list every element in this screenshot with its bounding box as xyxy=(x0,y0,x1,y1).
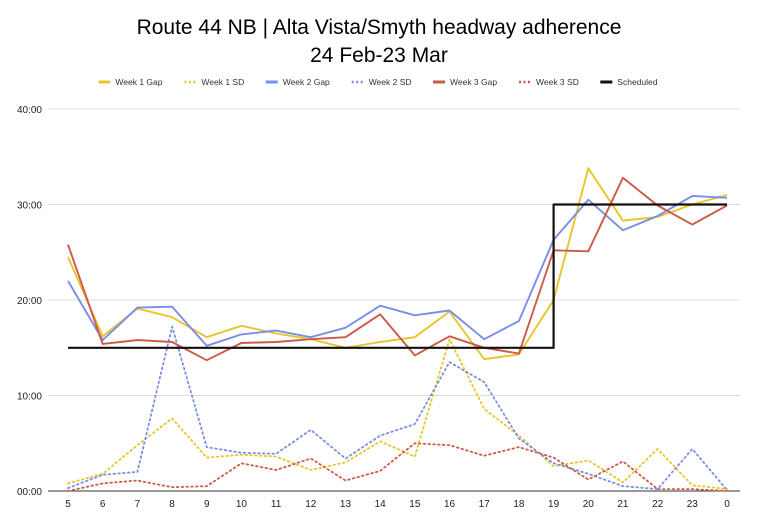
x-tick-label: 10 xyxy=(236,499,248,510)
series-line-5 xyxy=(67,442,728,492)
x-tick-label: 7 xyxy=(135,499,141,510)
series-line-0 xyxy=(67,167,728,361)
y-tick-label: 00:00 xyxy=(17,487,42,498)
x-tick-label: 0 xyxy=(724,499,730,510)
x-tick-label: 9 xyxy=(204,499,210,510)
series-line-1 xyxy=(67,338,728,491)
x-tick-label: 8 xyxy=(169,499,175,510)
x-tick-label: 16 xyxy=(444,499,456,510)
y-axis-ticks: 00:00 10:00 20:00 30:00 40:00 xyxy=(17,105,42,498)
legend-label: Week 2 Gap xyxy=(283,77,330,87)
y-tick-label: 20:00 xyxy=(17,296,42,307)
x-axis-ticks: 5 6 7 8 9 10 11 12 13 14 15 16 17 18 19 20 21 22 23 0 xyxy=(65,499,730,510)
x-tick-label: 14 xyxy=(375,499,387,510)
gridlines xyxy=(48,108,740,492)
series-line-2 xyxy=(67,194,728,347)
chart-title: Route 44 NB | Alta Vista/Smyth headway a… xyxy=(136,16,622,39)
x-tick-label: 6 xyxy=(100,499,106,510)
x-tick-label: 12 xyxy=(305,499,317,510)
series-line-4 xyxy=(67,176,728,362)
legend-label: Week 3 Gap xyxy=(450,77,497,87)
x-tick-label: 21 xyxy=(617,499,629,510)
x-tick-label: 18 xyxy=(513,499,525,510)
x-tick-label: 23 xyxy=(687,499,699,510)
y-tick-label: 10:00 xyxy=(17,392,42,403)
legend-label: Week 2 SD xyxy=(369,77,412,87)
y-tick-label: 40:00 xyxy=(17,105,42,116)
x-tick-label: 20 xyxy=(583,499,595,510)
x-tick-label: 22 xyxy=(652,499,664,510)
x-tick-label: 19 xyxy=(548,499,560,510)
chart-subtitle: 24 Feb-23 Mar xyxy=(310,44,448,67)
y-tick-label: 30:00 xyxy=(17,201,42,212)
legend-label: Week 1 SD xyxy=(201,77,244,87)
legend-label: Scheduled xyxy=(617,77,657,87)
legend-label: Week 1 Gap xyxy=(115,77,162,87)
legend: Week 1 Gap Week 1 SD Week 2 Gap Week 2 SD We… xyxy=(98,77,658,87)
series-lines xyxy=(67,167,728,492)
legend-label: Week 3 SD xyxy=(536,77,579,87)
x-tick-label: 17 xyxy=(479,499,491,510)
x-tick-label: 11 xyxy=(271,499,282,510)
x-tick-label: 13 xyxy=(340,499,352,510)
series-line-6 xyxy=(68,203,727,349)
x-tick-label: 15 xyxy=(409,499,421,510)
x-tick-label: 5 xyxy=(65,499,71,510)
